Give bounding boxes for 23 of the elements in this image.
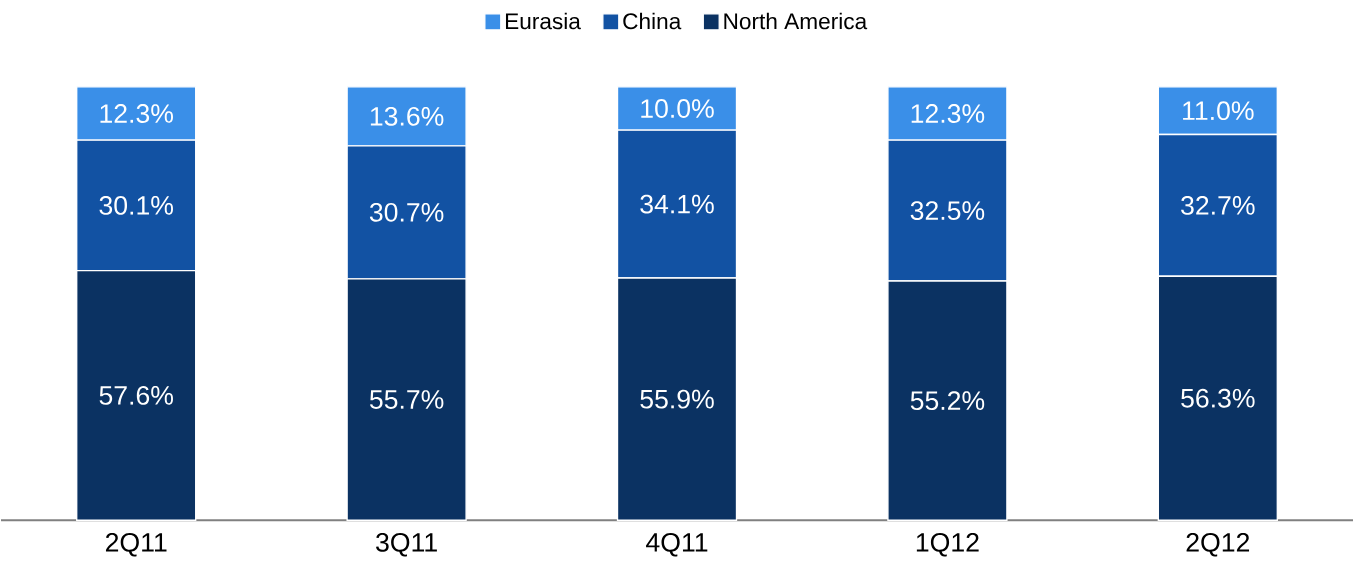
legend-label: China (623, 12, 682, 30)
data-label: 13.6% (370, 106, 444, 126)
x-tick-label: 4Q11 (646, 532, 708, 557)
data-label: 30.7% (369, 202, 444, 222)
data-label: 12.3% (100, 104, 173, 123)
data-label: 55.7% (369, 390, 444, 409)
x-tick-label: 2Q11 (105, 532, 167, 557)
data-label: 56.3% (1181, 388, 1255, 408)
x-tick-label: 3Q11 (376, 532, 437, 557)
data-label: 34.1% (640, 194, 714, 214)
data-label: 32.5% (910, 201, 985, 220)
x-tick-label: 2Q12 (1186, 532, 1250, 557)
legend-label: North America (724, 12, 868, 30)
data-label: 57.6% (99, 385, 173, 405)
data-label: 55.9% (640, 389, 714, 409)
data-label: 10.0% (641, 99, 714, 118)
legend-label: Eurasia (505, 12, 581, 30)
data-label: 30.1% (99, 195, 173, 215)
data-label: 11.0% (1183, 101, 1254, 121)
x-tick-label: 1Q12 (916, 532, 979, 557)
data-label: 32.7% (1181, 195, 1255, 215)
data-label: 55.2% (910, 391, 985, 410)
data-label: 12.3% (911, 104, 985, 123)
